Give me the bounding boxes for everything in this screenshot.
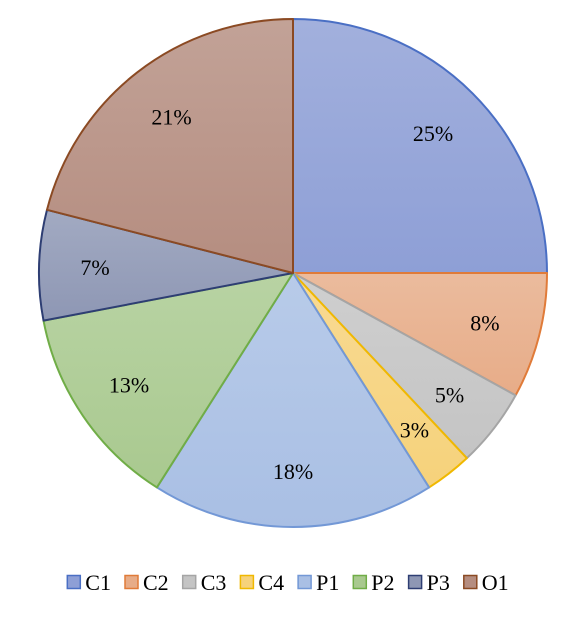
data-labels: 25% 8% 5%3% 18% 13% 7% 21% [80, 105, 499, 485]
legend-swatch-c1 [66, 574, 82, 590]
legend-swatch-p3 [407, 574, 423, 590]
legend-label-c4: C4 [258, 570, 284, 595]
legend-label-o1: O1 [482, 570, 509, 595]
slice-p1 [155, 272, 431, 529]
legend-swatch-p1 [297, 574, 312, 590]
legend-swatch-o1 [463, 574, 478, 590]
legend-item-c4: C4 [239, 570, 284, 595]
data-label-o1: 21% [151, 105, 191, 130]
slice-o1 [45, 18, 294, 274]
data-label-c2: 8% [470, 310, 499, 335]
slice-p2 [42, 272, 294, 489]
legend-item-c1: C1 [66, 570, 111, 595]
legend-swatch-p2 [352, 574, 368, 590]
legend-label-p1: P1 [316, 570, 339, 595]
slice-c1 [292, 18, 548, 274]
legend-item-c3: C3 [181, 570, 227, 595]
legend-label-c3: C3 [201, 570, 227, 595]
legend: C1 C2 C3 C4 P1 P2 P3 O1 [66, 570, 509, 595]
legend-swatch-c3 [181, 574, 197, 590]
legend-item-c2: C2 [124, 570, 169, 595]
legend-item-p2: P2 [352, 570, 395, 595]
legend-label-p2: P2 [371, 570, 394, 595]
legend-item-o1: O1 [463, 570, 509, 595]
legend-label-c2: C2 [143, 570, 169, 595]
legend-swatch-c2 [124, 574, 139, 590]
slices-layer [38, 18, 548, 529]
slice-c2 [292, 272, 548, 397]
data-label-p3: 7% [80, 255, 109, 280]
slice-p3 [38, 208, 294, 322]
legend-label-p3: P3 [427, 570, 450, 595]
legend-item-p1: P1 [297, 570, 339, 595]
legend-item-p3: P3 [407, 570, 450, 595]
legend-label-c1: C1 [85, 570, 111, 595]
legend-swatch-c4 [239, 574, 255, 590]
data-label-c1: 25% [413, 121, 453, 146]
data-label-c4: 3% [400, 418, 429, 443]
data-label-c3: 5% [435, 382, 464, 407]
data-label-p1: 18% [273, 459, 313, 484]
data-label-p2: 13% [109, 372, 149, 397]
